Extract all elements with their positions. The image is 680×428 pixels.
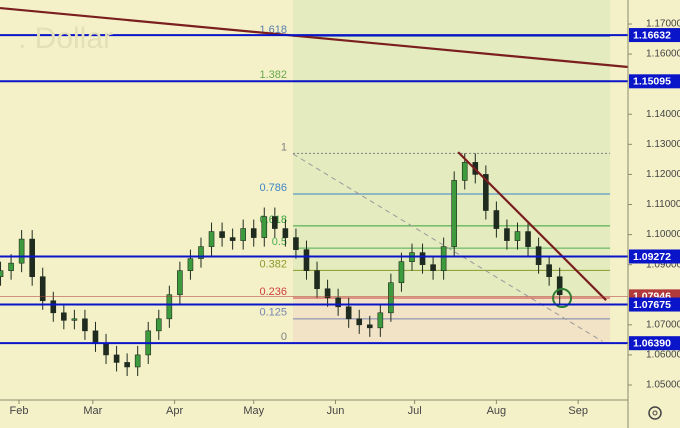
level-tag [629, 28, 680, 43]
candle-body [50, 300, 57, 314]
y-tick-label: 1.09000 [646, 259, 680, 270]
level-tag [629, 336, 680, 351]
candle-body [103, 342, 109, 356]
y-tick-label: 1.06000 [646, 350, 680, 361]
y-tick-label: 1.13000 [646, 139, 680, 150]
y-tick-label: 1.14000 [646, 109, 680, 120]
fib-label: 0.236 [260, 286, 288, 298]
candle-body [18, 238, 25, 264]
candle-body [430, 264, 436, 271]
highlight-circle [552, 288, 573, 309]
candle-body [335, 297, 341, 308]
x-tick-label: May [243, 405, 264, 417]
candle-body [219, 231, 225, 238]
level-label: 1.06390 [633, 337, 671, 349]
fib-label: 0.382 [260, 258, 288, 270]
candle-body [345, 306, 352, 320]
level-tag [629, 297, 680, 312]
candle-body [504, 228, 510, 241]
level-tag [629, 249, 680, 264]
y-tick-label: 1.11000 [646, 199, 680, 210]
x-tick-label: Apr [166, 405, 183, 417]
candle-body [39, 276, 46, 302]
y-tick-label: 1.16000 [646, 49, 680, 60]
y-tick-label: 1.17000 [646, 19, 680, 30]
candle-body [155, 318, 162, 332]
candle-body [556, 276, 563, 296]
candle-body [366, 324, 373, 329]
y-tick-label: 1.10000 [646, 229, 680, 240]
candle-body [229, 237, 236, 241]
y-tick-label: 1.05000 [646, 380, 680, 391]
watermark: . Dollar [18, 22, 113, 55]
candle-body [419, 252, 426, 265]
candle-body [208, 231, 215, 247]
fib-label: 1.382 [260, 69, 288, 81]
candle-body [356, 318, 363, 326]
candle-body [546, 264, 552, 277]
level-label: 1.07675 [633, 299, 671, 311]
x-tick-label: Mar [83, 405, 102, 417]
candle-body [187, 258, 194, 271]
candle-body [0, 270, 4, 277]
candle-body [525, 231, 531, 247]
level-tag [629, 74, 680, 89]
fib-label: 0.5 [272, 236, 287, 248]
level-label: 1.09272 [633, 251, 671, 263]
trendline [292, 153, 603, 342]
candle-body [261, 216, 268, 238]
y-tick-label: 1.07000 [646, 319, 680, 330]
level-label: 1.15095 [633, 76, 671, 88]
x-tick-label: Aug [487, 405, 507, 417]
fib-label: 0.786 [260, 182, 288, 194]
candle-body [493, 210, 500, 229]
fib-label: 0.125 [260, 307, 288, 319]
candle-body [314, 270, 320, 290]
candle-body [177, 270, 183, 296]
fib-label: 1 [281, 141, 287, 153]
candle-body [272, 216, 278, 229]
candle-body [8, 262, 14, 271]
candle-body [92, 330, 99, 344]
settings-icon[interactable] [648, 406, 662, 420]
candle-body [240, 228, 246, 241]
gear[interactable] [648, 406, 662, 420]
x-tick-label: Feb [10, 405, 29, 417]
candle-body [514, 231, 521, 241]
candle-body [124, 362, 130, 368]
candle-body [451, 180, 457, 247]
candle-body [324, 288, 331, 299]
candle-body [282, 228, 289, 238]
y-tick-label: 1.12000 [646, 169, 680, 180]
candle-body [82, 318, 88, 332]
candle-body [166, 294, 173, 320]
fib-label: 0 [281, 331, 287, 343]
level-label: 1.16632 [633, 29, 671, 41]
candle-body [461, 162, 468, 181]
candle-body [250, 228, 257, 238]
candle-body [377, 312, 384, 329]
candle-body [303, 249, 310, 271]
candle-body [440, 246, 447, 271]
candle-body [293, 237, 299, 250]
trendline [0, 6, 629, 69]
x-tick-label: Sep [568, 405, 588, 417]
x-tick-label: Jul [408, 405, 422, 417]
candle-body [61, 312, 67, 321]
candle-body [483, 174, 489, 211]
x-tick-label: Jun [327, 405, 345, 417]
candle-body [71, 318, 78, 321]
candle-body [388, 282, 394, 314]
gear-center[interactable] [652, 410, 658, 416]
candle-body [113, 354, 120, 363]
candle-body [198, 246, 204, 259]
candle-body [29, 238, 35, 278]
candle-body [134, 354, 141, 368]
trendline [457, 151, 607, 301]
candle-body [398, 261, 405, 284]
